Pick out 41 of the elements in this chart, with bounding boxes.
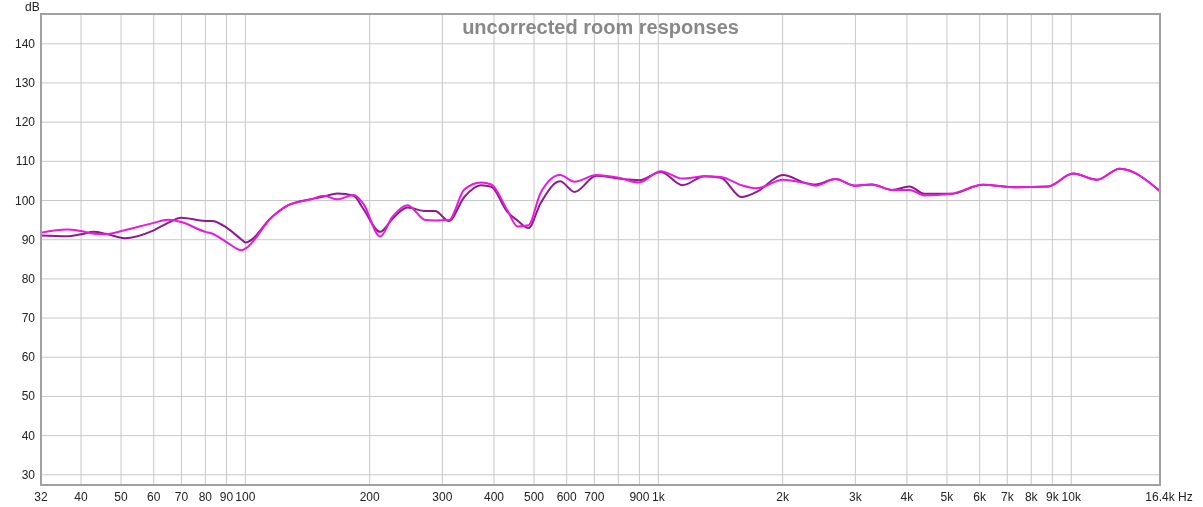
x-tick-label: 40 [74, 490, 89, 504]
x-tick-label: 3k [849, 490, 863, 504]
y-tick-label: 50 [21, 389, 36, 404]
y-tick-label: 130 [14, 75, 36, 90]
y-tick-label: 110 [15, 154, 36, 169]
x-tick-label: 600 [556, 490, 578, 504]
x-tick-label: 80 [198, 490, 213, 504]
y-tick-label: 40 [21, 428, 36, 443]
y-tick-label: 90 [21, 232, 36, 247]
y-tick-label: 80 [21, 271, 36, 286]
x-tick-label: 500 [523, 490, 545, 504]
x-tick-label: 32 [34, 490, 48, 504]
x-tick-label: 50 [114, 490, 129, 504]
y-tick-label: 60 [21, 350, 36, 365]
y-tick-label: 30 [21, 467, 36, 482]
x-tick-label: 16.4k [1145, 490, 1176, 504]
x-tick-label: 90 [219, 490, 234, 504]
x-tick-label: 70 [174, 490, 189, 504]
x-tick-label: 400 [483, 490, 505, 504]
x-tick-label: 700 [584, 490, 605, 504]
x-tick-label: 900 [629, 490, 650, 504]
y-tick-label: 120 [14, 115, 36, 130]
x-tick-label: 8k [1024, 490, 1039, 504]
chart-title: uncorrected room responses [462, 16, 739, 38]
x-tick-label: 9k [1046, 490, 1060, 504]
x-tick-label: 200 [359, 490, 380, 504]
x-tick-label: 1k [651, 490, 666, 504]
x-tick-label: 6k [973, 490, 987, 504]
y-tick-label: 70 [21, 311, 36, 326]
x-tick-label: 60 [147, 490, 161, 504]
x-tick-label: 100 [235, 490, 256, 504]
y-tick-label: 100 [14, 193, 36, 208]
y-tick-label: 140 [14, 36, 36, 51]
x-tick-label: 7k [1000, 490, 1015, 504]
x-tick-label: 2k [776, 490, 790, 504]
y-axis-title: dB [25, 0, 40, 14]
x-tick-label: 10k [1061, 490, 1082, 504]
x-tick-label: 4k [900, 490, 915, 504]
x-axis-title: Hz [1178, 490, 1193, 504]
x-tick-label: 300 [432, 490, 453, 504]
x-tick-label: 5k [940, 490, 955, 504]
